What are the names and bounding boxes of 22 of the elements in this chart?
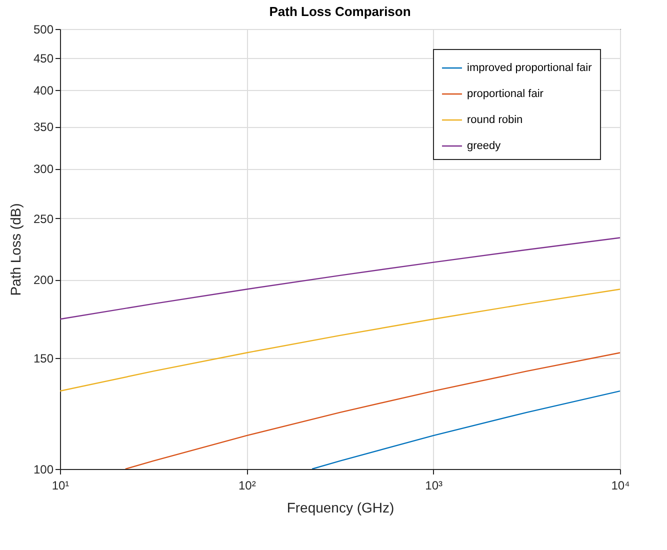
- y-tick-label: 450: [33, 51, 54, 66]
- x-tick-label: 10⁴: [611, 478, 630, 492]
- x-tick-label: 10¹: [52, 478, 70, 492]
- legend-label: proportional fair: [467, 88, 544, 100]
- legend-label: round robin: [467, 114, 523, 126]
- x-tick-label: 10³: [425, 478, 443, 492]
- y-tick-label: 500: [33, 22, 54, 36]
- x-axis-title: Frequency (GHz): [286, 500, 394, 516]
- legend-label: greedy: [467, 140, 502, 152]
- y-tick-label: 150: [33, 352, 54, 366]
- y-axis-title: Path Loss (dB): [7, 203, 24, 296]
- line-series: [60, 237, 620, 320]
- y-tick-label: 250: [33, 212, 54, 226]
- chart-title: Path Loss Comparison: [269, 4, 411, 19]
- legend-label: improved proportional fair: [467, 62, 592, 74]
- x-tick-label: 10²: [238, 478, 256, 492]
- y-tick-label: 400: [33, 84, 54, 98]
- y-tick-label: 350: [33, 120, 54, 134]
- y-tick-label: 300: [33, 162, 54, 176]
- y-tick-label: 200: [33, 273, 54, 287]
- y-tick-label: 100: [33, 462, 54, 476]
- line-series: [60, 288, 620, 392]
